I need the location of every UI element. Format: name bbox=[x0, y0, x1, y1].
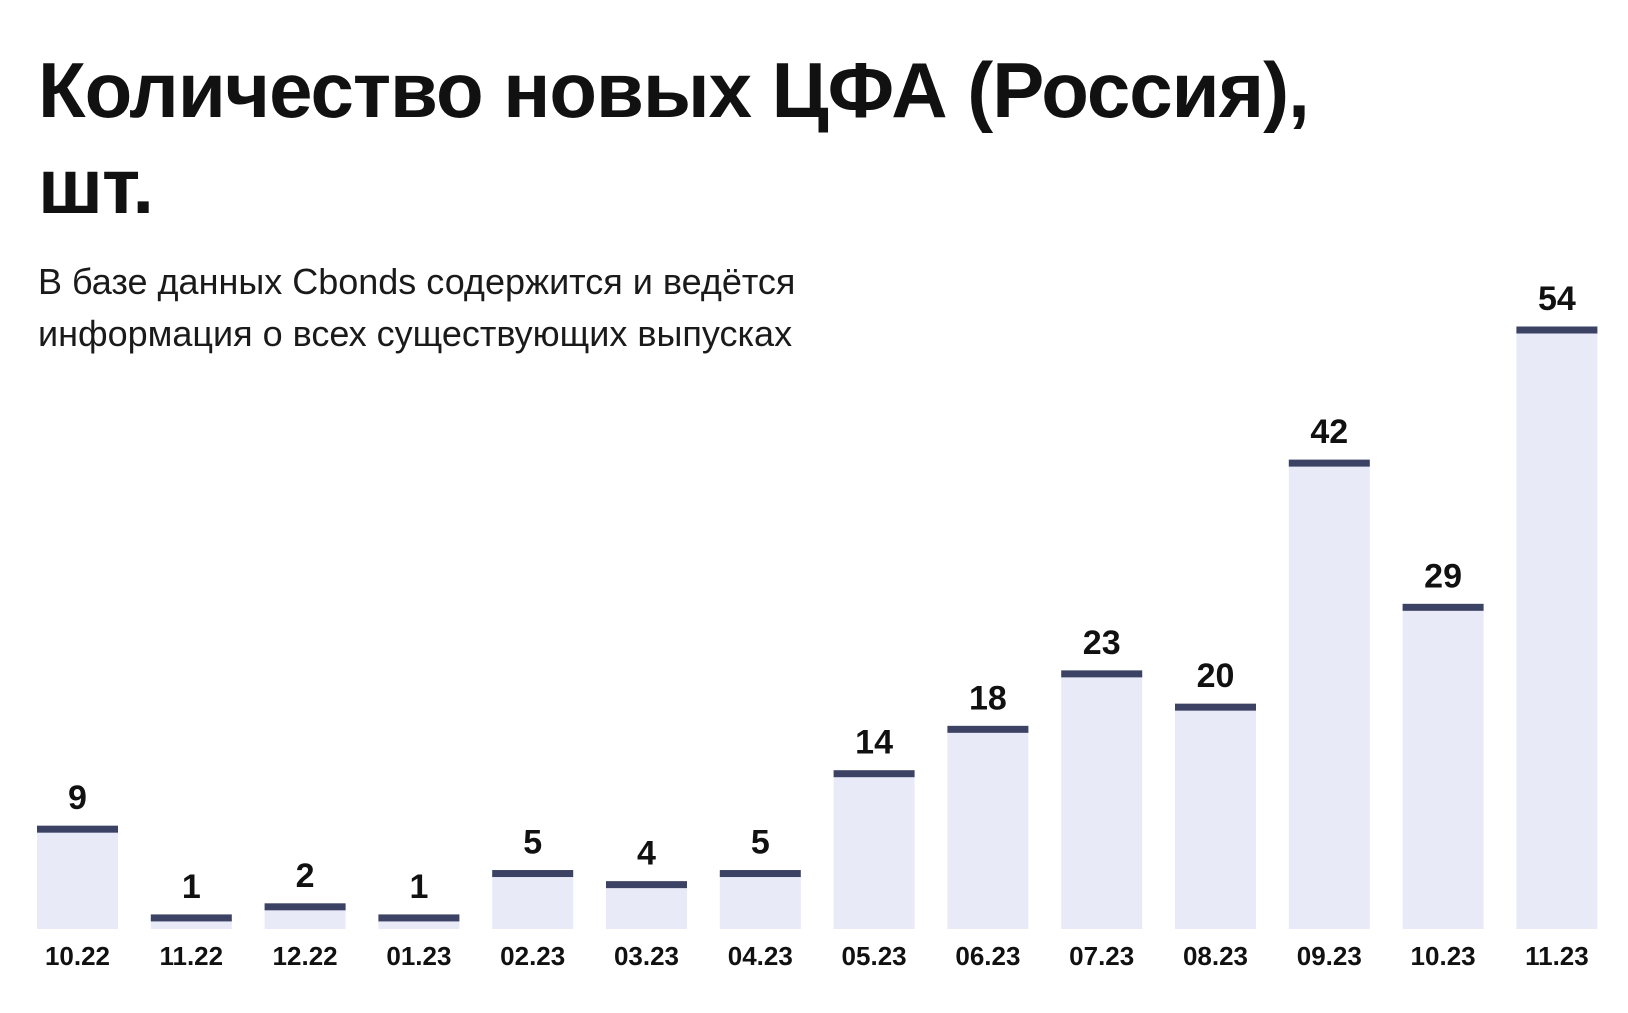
data-label-08.23: 20 bbox=[1197, 657, 1235, 695]
bar-04.23 bbox=[719, 873, 801, 929]
chart-title: Количество новых ЦФА (Россия), шт. bbox=[38, 46, 1310, 230]
x-tick-label-03.23: 03.23 bbox=[614, 941, 679, 971]
bar-12.22 bbox=[264, 906, 346, 929]
bar-top-line-07.23 bbox=[1061, 670, 1143, 678]
bar-07.23 bbox=[1061, 673, 1143, 929]
bar-03.23 bbox=[606, 884, 687, 929]
bar-top-line-11.22 bbox=[150, 914, 232, 922]
bar-top-line-01.23 bbox=[378, 914, 460, 922]
bar-11.22 bbox=[150, 917, 232, 929]
x-tick-label-04.23: 04.23 bbox=[728, 941, 793, 971]
data-label-02.23: 5 bbox=[523, 824, 542, 862]
bar-top-line-09.23 bbox=[1288, 459, 1370, 467]
x-tick-label-12.22: 12.22 bbox=[273, 941, 338, 971]
data-label-06.23: 18 bbox=[969, 679, 1007, 717]
data-label-07.23: 23 bbox=[1083, 624, 1121, 662]
x-tick-label-10.23: 10.23 bbox=[1411, 941, 1476, 971]
bar-top-line-04.23 bbox=[719, 870, 801, 878]
data-label-11.23: 54 bbox=[1538, 280, 1576, 318]
bar-top-line-11.23 bbox=[1516, 326, 1598, 334]
bar-11.23 bbox=[1516, 330, 1598, 929]
x-tick-label-05.23: 05.23 bbox=[842, 941, 907, 971]
x-tick-label-02.23: 02.23 bbox=[500, 941, 565, 971]
x-tick-label-07.23: 07.23 bbox=[1069, 941, 1134, 971]
bar-top-line-10.22 bbox=[37, 825, 118, 833]
bar-top-line-12.22 bbox=[264, 903, 346, 911]
data-label-01.23: 1 bbox=[409, 868, 428, 906]
bar-top-line-10.23 bbox=[1402, 603, 1484, 611]
bar-08.23 bbox=[1175, 707, 1256, 929]
bar-05.23 bbox=[833, 773, 915, 929]
bar-09.23 bbox=[1288, 463, 1370, 929]
bar-top-line-03.23 bbox=[606, 881, 687, 889]
chart-subtitle: В базе данных Cbonds содержится и ведётс… bbox=[38, 261, 796, 354]
bar-01.23 bbox=[378, 917, 460, 929]
x-tick-label-08.23: 08.23 bbox=[1183, 941, 1248, 971]
data-label-04.23: 5 bbox=[751, 824, 770, 862]
x-tick-label-09.23: 09.23 bbox=[1297, 941, 1362, 971]
bar-top-line-05.23 bbox=[833, 770, 915, 778]
data-label-03.23: 4 bbox=[637, 835, 656, 873]
x-tick-label-11.22: 11.22 bbox=[159, 941, 223, 971]
x-tick-label-11.23: 11.23 bbox=[1525, 941, 1589, 971]
data-label-11.22: 1 bbox=[182, 868, 201, 906]
data-label-10.22: 9 bbox=[68, 779, 87, 817]
data-label-05.23: 14 bbox=[855, 724, 893, 762]
data-label-10.23: 29 bbox=[1424, 557, 1462, 595]
data-label-12.22: 2 bbox=[296, 857, 315, 895]
x-tick-label-01.23: 01.23 bbox=[386, 941, 451, 971]
x-tick-label-06.23: 06.23 bbox=[955, 941, 1020, 971]
bar-02.23 bbox=[492, 873, 574, 929]
bar-top-line-08.23 bbox=[1175, 703, 1256, 711]
bar-top-line-02.23 bbox=[492, 870, 574, 878]
bar-10.23 bbox=[1402, 607, 1484, 929]
x-tick-label-10.22: 10.22 bbox=[45, 941, 110, 971]
bar-10.22 bbox=[37, 829, 118, 929]
bar-06.23 bbox=[947, 729, 1029, 929]
bar-top-line-06.23 bbox=[947, 725, 1029, 733]
data-label-09.23: 42 bbox=[1310, 413, 1348, 451]
